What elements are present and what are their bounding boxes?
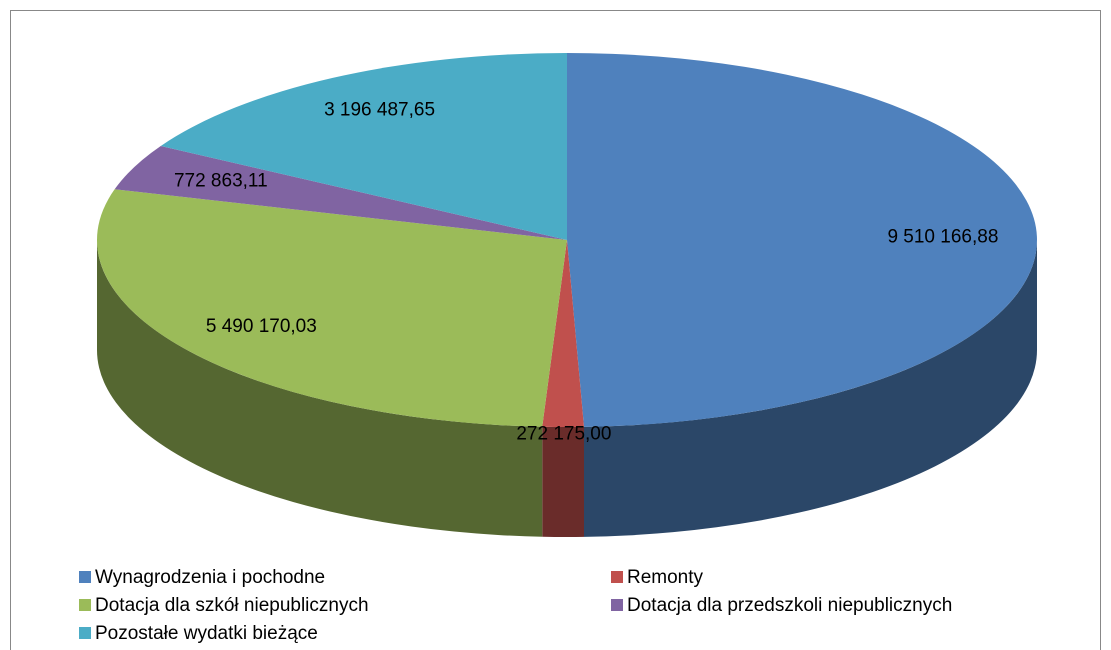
slice bbox=[542, 240, 584, 427]
slice bbox=[97, 189, 567, 427]
slice bbox=[114, 145, 567, 240]
legend-swatch bbox=[79, 627, 91, 639]
legend-label: Dotacja dla przedszkoli niepublicznych bbox=[627, 595, 952, 616]
legend-swatch bbox=[611, 599, 623, 611]
data-label: 272 175,00 bbox=[516, 424, 611, 445]
legend-swatch bbox=[611, 571, 623, 583]
legend-label: Wynagrodzenia i pochodne bbox=[95, 567, 325, 588]
slice bbox=[160, 53, 567, 240]
data-label: 3 196 487,65 bbox=[324, 99, 435, 120]
slice-side bbox=[542, 426, 584, 537]
legend-label: Pozostałe wydatki bieżące bbox=[95, 623, 318, 644]
slice-side bbox=[583, 240, 1037, 537]
legend-label: Remonty bbox=[627, 567, 704, 588]
slice bbox=[567, 53, 1038, 427]
data-label: 5 490 170,03 bbox=[206, 316, 317, 337]
legend-swatch bbox=[79, 599, 91, 611]
slice-side bbox=[97, 240, 543, 537]
legend-swatch bbox=[79, 571, 91, 583]
data-label: 9 510 166,88 bbox=[887, 226, 998, 247]
data-label: 772 863,11 bbox=[174, 171, 268, 192]
legend-label: Dotacja dla szkół niepublicznych bbox=[95, 595, 369, 616]
